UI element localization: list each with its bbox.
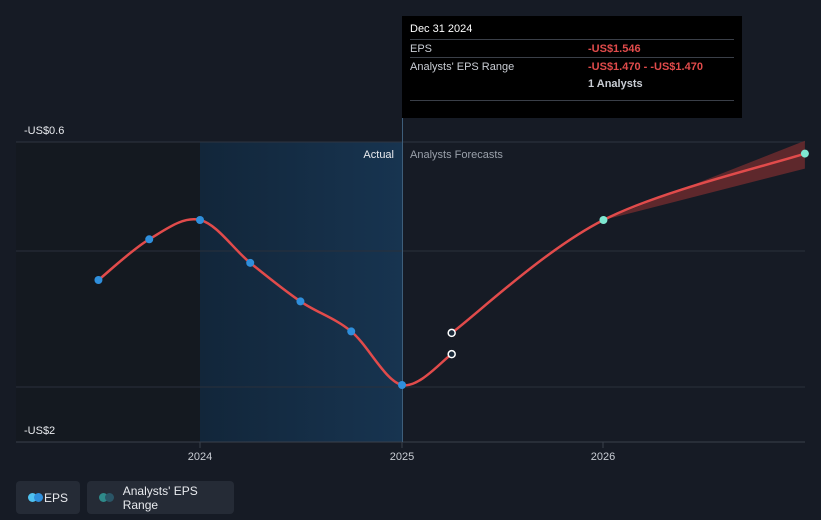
tooltip-analysts-row: 1 Analysts: [410, 75, 734, 92]
forecast-range-band: [451, 140, 805, 333]
tooltip-analysts-count: 1 Analysts: [588, 77, 643, 90]
x-tick-label-2026: 2026: [591, 451, 615, 463]
eps-point[interactable]: [196, 216, 204, 224]
forecast-label: Analysts Forecasts: [410, 149, 503, 161]
eps-point[interactable]: [447, 349, 456, 359]
past-region-bg: [16, 142, 202, 442]
y-axis-label-top: -US$0.6: [24, 125, 64, 137]
eps-point[interactable]: [296, 297, 305, 306]
eps-point[interactable]: [145, 235, 154, 244]
tooltip-range-label: Analysts' EPS Range: [410, 60, 515, 73]
y-axis-label-bottom: -US$2: [24, 425, 55, 437]
actual-highlight-region: [200, 142, 403, 442]
tooltip-eps-label: EPS: [410, 42, 433, 55]
tooltip-range-row: Analysts' EPS Range -US$1.470 - -US$1.47…: [410, 57, 734, 75]
data-tooltip: Dec 31 2024 EPS -US$1.546 Analysts' EPS …: [402, 16, 742, 118]
forecast-point[interactable]: [800, 149, 809, 158]
tooltip-eps-row: EPS -US$1.546: [410, 39, 734, 57]
legend-eps-button[interactable]: EPS: [16, 481, 80, 514]
legend-eps-label: EPS: [43, 490, 68, 505]
eps-point[interactable]: [347, 327, 356, 336]
eps-point[interactable]: [246, 258, 255, 267]
tooltip-divider: [410, 100, 734, 101]
eps-legend-icon: [28, 493, 43, 502]
legend-range-button[interactable]: Analysts' EPS Range: [87, 481, 234, 514]
tooltip-eps-value: -US$1.546: [588, 42, 641, 55]
forecast-point[interactable]: [599, 216, 608, 224]
tooltip-date: Dec 31 2024: [410, 23, 473, 35]
eps-point[interactable]: [398, 381, 406, 389]
actual-label: Actual: [363, 149, 394, 161]
tooltip-range-value: -US$1.470 - -US$1.470: [588, 60, 703, 73]
forecast-point[interactable]: [447, 328, 456, 338]
x-tick-label-2025: 2025: [390, 451, 414, 463]
eps-chart: -US$0.6 -US$2 Actual Analysts Forecasts …: [16, 16, 809, 463]
x-tick-label-2024: 2024: [188, 451, 212, 463]
eps-point[interactable]: [94, 276, 103, 284]
legend-range-label: Analysts' EPS Range: [122, 483, 198, 512]
range-legend-icon: [99, 493, 115, 502]
